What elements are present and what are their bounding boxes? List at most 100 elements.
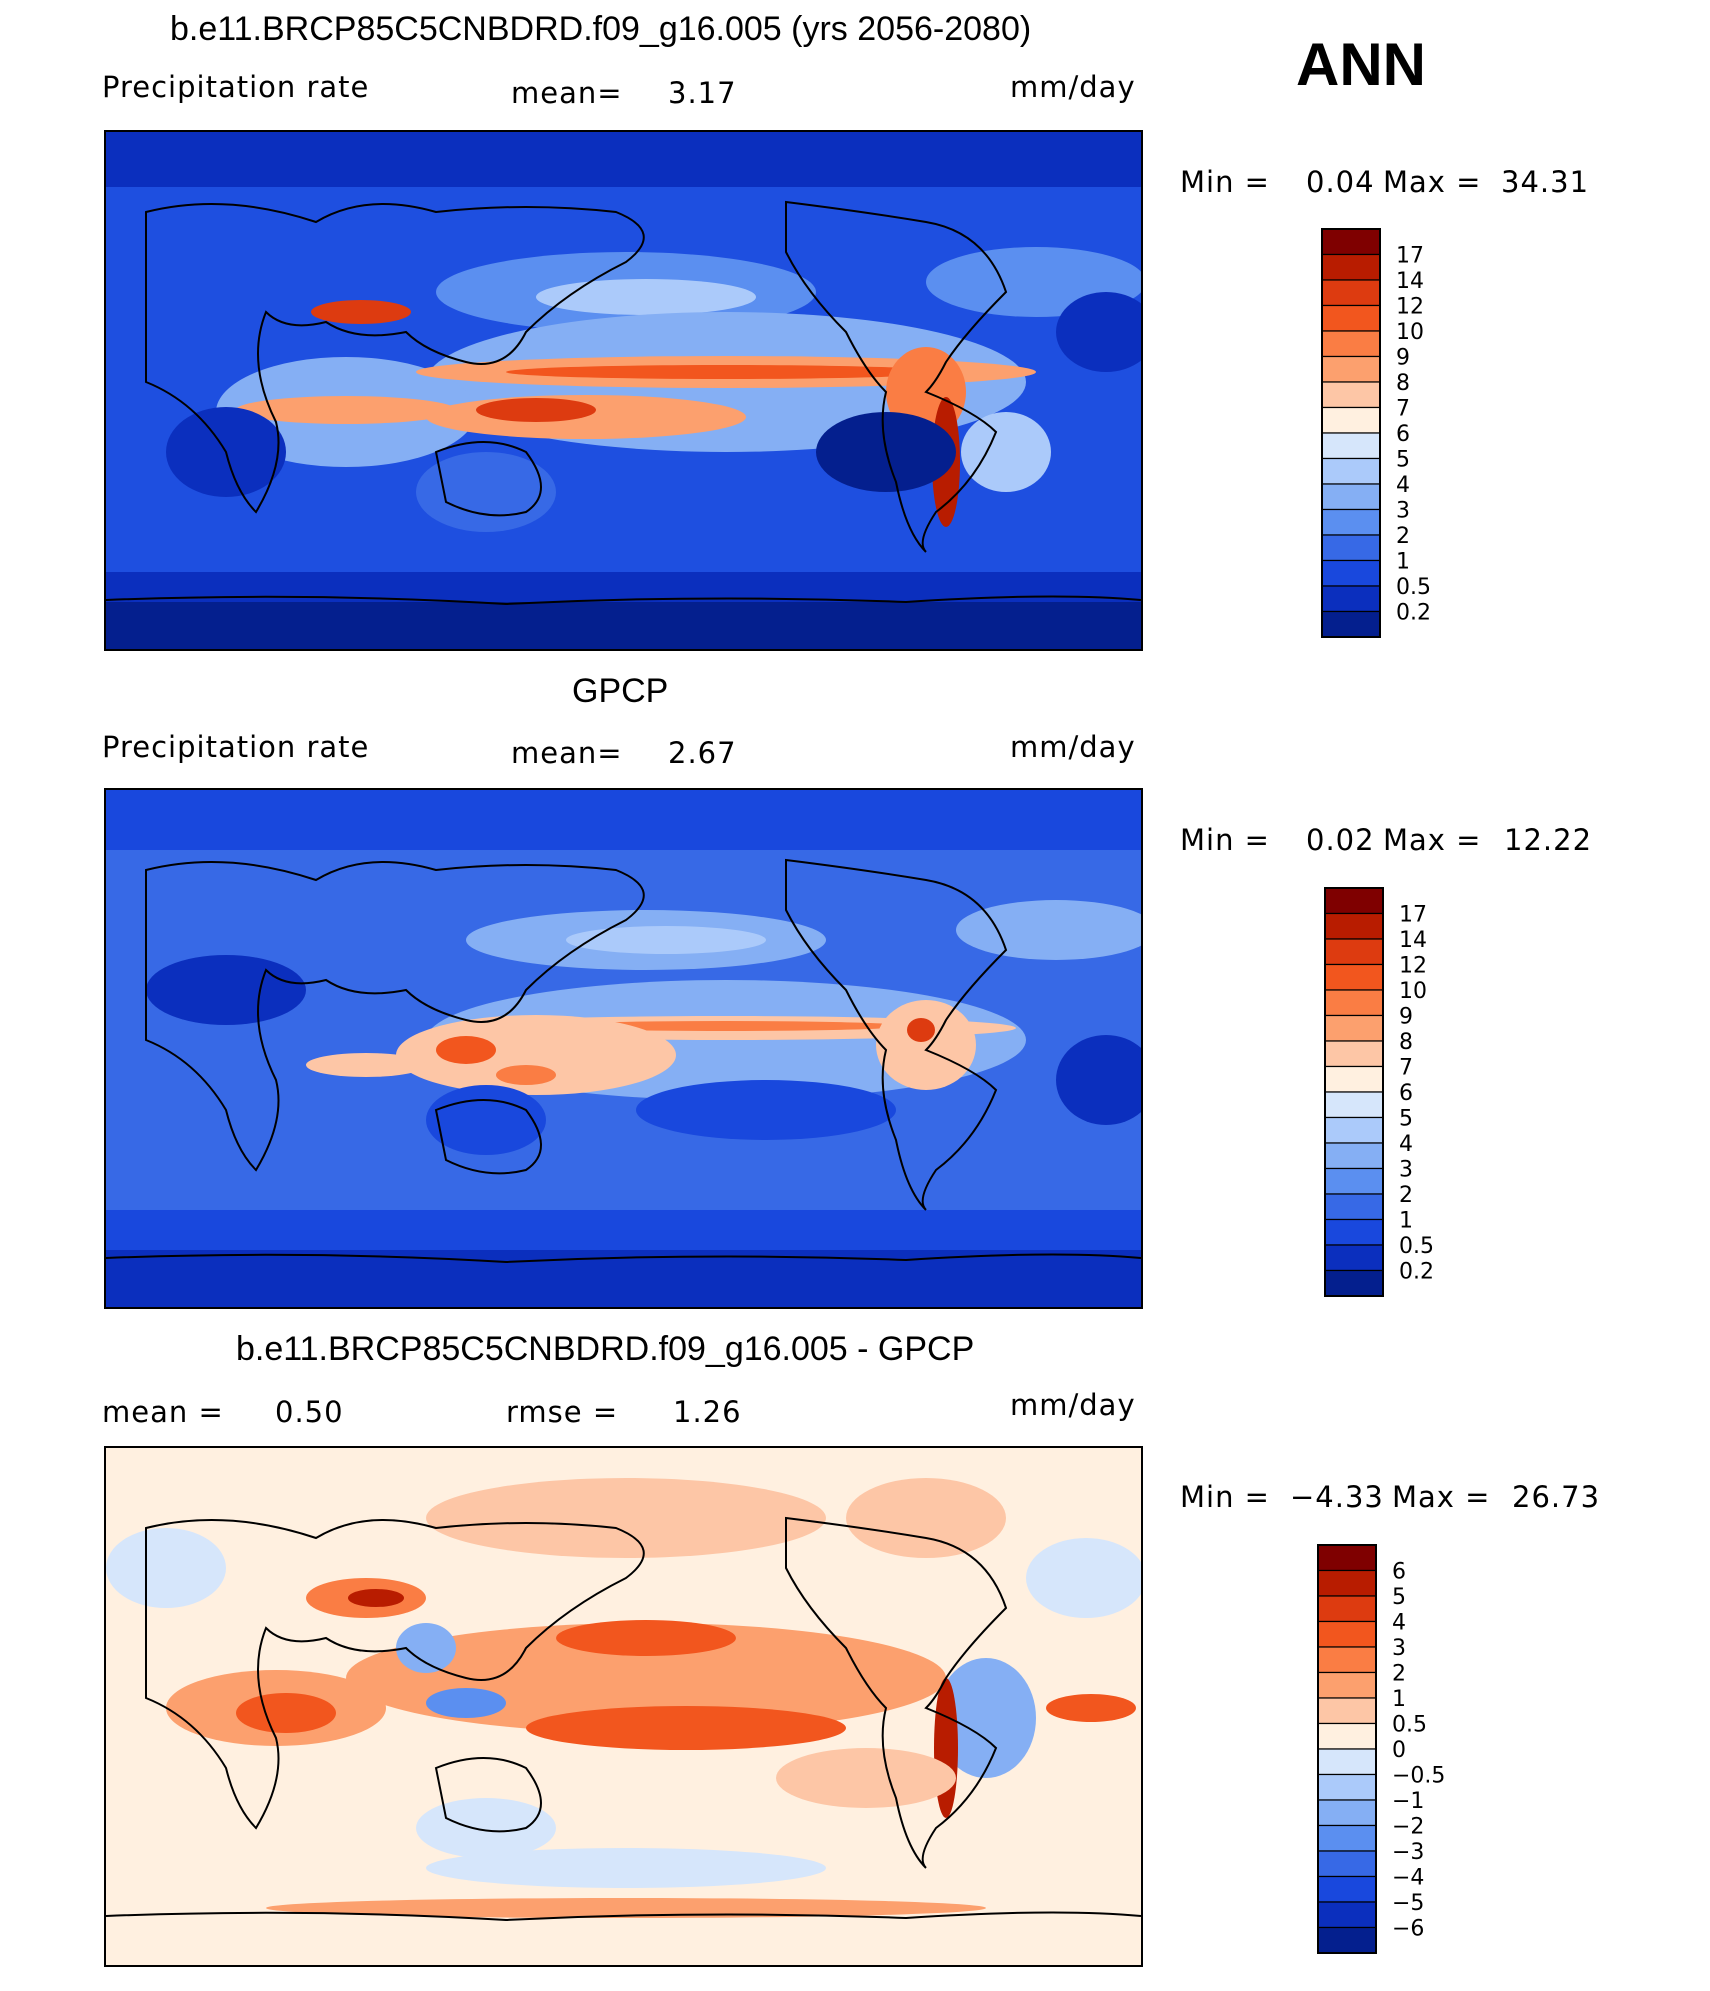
mean-label-model: mean= bbox=[511, 76, 623, 110]
colorbar-tick-label: 0.2 bbox=[1399, 1260, 1434, 1285]
units-label-obs: mm/day bbox=[1010, 730, 1136, 764]
colorbar-tick-label: 5 bbox=[1399, 1107, 1413, 1132]
colorbar-swatch bbox=[1321, 406, 1381, 434]
colorbar-tick-label: 3 bbox=[1392, 1636, 1406, 1661]
colorbar-swatch bbox=[1317, 1569, 1377, 1597]
colorbar-swatch bbox=[1321, 457, 1381, 485]
max-label-obs: Max = bbox=[1383, 823, 1482, 857]
colorbar-swatch bbox=[1324, 1091, 1384, 1119]
colorbar-tick-label: 6 bbox=[1396, 422, 1410, 447]
colorbar-swatch bbox=[1324, 1269, 1384, 1297]
colorbar-swatch bbox=[1317, 1697, 1377, 1725]
colorbar-swatch bbox=[1324, 1167, 1384, 1195]
colorbar-swatch bbox=[1317, 1850, 1377, 1878]
panel-title-diff: b.e11.BRCP85C5CNBDRD.f09_g16.005 - GPCP bbox=[236, 1330, 975, 1368]
colorbar-swatch bbox=[1317, 1748, 1377, 1776]
colorbar-tick-label: 12 bbox=[1399, 954, 1427, 979]
colorbar-swatch bbox=[1317, 1773, 1377, 1801]
mean-label-obs: mean= bbox=[511, 736, 623, 770]
colorbar-swatch bbox=[1321, 279, 1381, 307]
colorbar-tick-label: 0.2 bbox=[1396, 601, 1431, 626]
colorbar-swatch bbox=[1321, 381, 1381, 409]
colorbar-swatch bbox=[1321, 355, 1381, 383]
map-obs-svg bbox=[106, 790, 1141, 1307]
colorbar-tick-label: 4 bbox=[1392, 1611, 1406, 1636]
colorbar-tick-label: 3 bbox=[1396, 499, 1410, 524]
units-label-diff: mm/day bbox=[1010, 1388, 1136, 1422]
colorbar-swatch bbox=[1321, 228, 1381, 256]
max-value-obs: 12.22 bbox=[1504, 823, 1593, 857]
colorbar-swatch bbox=[1321, 610, 1381, 638]
colorbar-swatch bbox=[1324, 938, 1384, 966]
colorbar-swatch bbox=[1324, 989, 1384, 1017]
min-label-diff: Min = bbox=[1180, 1480, 1270, 1514]
colorbar-tick-label: 10 bbox=[1399, 979, 1427, 1004]
colorbar-tick-label: 17 bbox=[1396, 244, 1424, 269]
colorbar-swatch bbox=[1321, 253, 1381, 281]
min-label-model: Min = bbox=[1180, 165, 1270, 199]
colorbar-tick-label: 6 bbox=[1399, 1081, 1413, 1106]
colorbar-tick-label: 7 bbox=[1399, 1056, 1413, 1081]
colorbar-tick-label: 8 bbox=[1399, 1030, 1413, 1055]
max-value-model: 34.31 bbox=[1501, 165, 1590, 199]
colorbar-tick-label: 2 bbox=[1399, 1183, 1413, 1208]
colorbar-tick-label: 9 bbox=[1396, 346, 1410, 371]
colorbar-swatch bbox=[1317, 1620, 1377, 1648]
colorbar-swatch bbox=[1317, 1926, 1377, 1954]
colorbar-swatch bbox=[1317, 1544, 1377, 1572]
max-label-model: Max = bbox=[1383, 165, 1482, 199]
max-label-diff: Max = bbox=[1392, 1480, 1491, 1514]
colorbar-swatch bbox=[1321, 534, 1381, 562]
colorbar-tick-label: 0.5 bbox=[1396, 575, 1431, 600]
colorbar-tick-label: −2 bbox=[1392, 1815, 1424, 1840]
min-value-model: 0.04 bbox=[1306, 165, 1375, 199]
min-value-obs: 0.02 bbox=[1306, 823, 1375, 857]
colorbar-outline bbox=[1321, 228, 1381, 638]
colorbar-tick-label: 2 bbox=[1392, 1662, 1406, 1687]
colorbar-swatch bbox=[1324, 1040, 1384, 1068]
min-value-diff: −4.33 bbox=[1290, 1480, 1384, 1514]
colorbar-tick-label: 14 bbox=[1399, 928, 1427, 953]
mean-label-diff: mean = bbox=[102, 1395, 224, 1429]
colorbar-swatch bbox=[1324, 912, 1384, 940]
colorbar-tick-label: 10 bbox=[1396, 320, 1424, 345]
colorbar-swatch bbox=[1317, 1595, 1377, 1623]
colorbar-tick-label: 6 bbox=[1392, 1560, 1406, 1585]
min-label-obs: Min = bbox=[1180, 823, 1270, 857]
colorbar-tick-label: −0.5 bbox=[1392, 1764, 1445, 1789]
colorbar-swatch bbox=[1321, 304, 1381, 332]
colorbar-tick-label: 5 bbox=[1392, 1585, 1406, 1610]
colorbar-tick-label: −4 bbox=[1392, 1866, 1424, 1891]
mean-value-model: 3.17 bbox=[668, 76, 737, 110]
map-diff-svg bbox=[106, 1448, 1141, 1965]
panel-title-obs: GPCP bbox=[572, 672, 669, 710]
map-model-svg bbox=[106, 132, 1141, 649]
variable-label-model: Precipitation rate bbox=[102, 70, 370, 104]
colorbar-tick-label: 4 bbox=[1399, 1132, 1413, 1157]
colorbar-swatch bbox=[1317, 1875, 1377, 1903]
mean-value-obs: 2.67 bbox=[668, 736, 737, 770]
colorbar-tick-label: 5 bbox=[1396, 448, 1410, 473]
colorbar-swatch bbox=[1324, 1193, 1384, 1221]
map-obs bbox=[104, 788, 1143, 1309]
colorbar-model: 17 14 12 10 9 8 7 6 5 4 3 2 1 0.5 0.2 bbox=[1321, 228, 1482, 641]
colorbar-swatch bbox=[1324, 963, 1384, 991]
colorbar-tick-label: −5 bbox=[1392, 1891, 1424, 1916]
colorbar-swatch bbox=[1321, 432, 1381, 460]
colorbar-swatch bbox=[1324, 1218, 1384, 1246]
colorbar-swatch bbox=[1317, 1901, 1377, 1929]
colorbar-swatch bbox=[1324, 1116, 1384, 1144]
colorbar-tick-label: 0 bbox=[1392, 1738, 1406, 1763]
colorbar-swatch bbox=[1317, 1799, 1377, 1827]
colorbar-swatch bbox=[1324, 1065, 1384, 1093]
rmse-value-diff: 1.26 bbox=[673, 1395, 742, 1429]
colorbar-tick-label: 0.5 bbox=[1399, 1234, 1434, 1259]
colorbar-obs: 17 14 12 10 9 8 7 6 5 4 3 2 1 0.5 0.2 bbox=[1324, 887, 1485, 1300]
colorbar-swatch bbox=[1321, 330, 1381, 358]
map-diff bbox=[104, 1446, 1143, 1967]
colorbar-swatch bbox=[1317, 1722, 1377, 1750]
panel-title-model: b.e11.BRCP85C5CNBDRD.f09_g16.005 (yrs 20… bbox=[170, 10, 1032, 48]
colorbar-swatch bbox=[1324, 887, 1384, 915]
